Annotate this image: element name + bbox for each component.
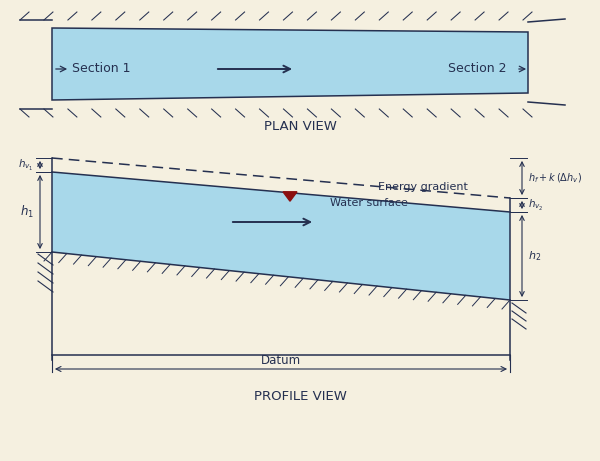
Text: $h_2$: $h_2$ — [528, 249, 541, 263]
Text: Section 2: Section 2 — [448, 63, 506, 76]
Text: Energy gradient: Energy gradient — [378, 182, 468, 192]
Polygon shape — [52, 28, 528, 100]
Text: Section 1: Section 1 — [72, 63, 131, 76]
Text: Datum: Datum — [261, 354, 301, 367]
Text: $h_{v_1}$: $h_{v_1}$ — [19, 158, 34, 172]
Polygon shape — [283, 192, 297, 201]
Polygon shape — [52, 172, 510, 300]
Text: PLAN VIEW: PLAN VIEW — [263, 120, 337, 133]
Text: PROFILE VIEW: PROFILE VIEW — [254, 390, 346, 403]
Text: $h_f + k\,(\Delta h_v)$: $h_f + k\,(\Delta h_v)$ — [528, 171, 582, 185]
Text: Water surface: Water surface — [330, 198, 408, 208]
Text: $h_{v_2}$: $h_{v_2}$ — [528, 197, 544, 213]
Text: $h_1$: $h_1$ — [20, 204, 34, 220]
